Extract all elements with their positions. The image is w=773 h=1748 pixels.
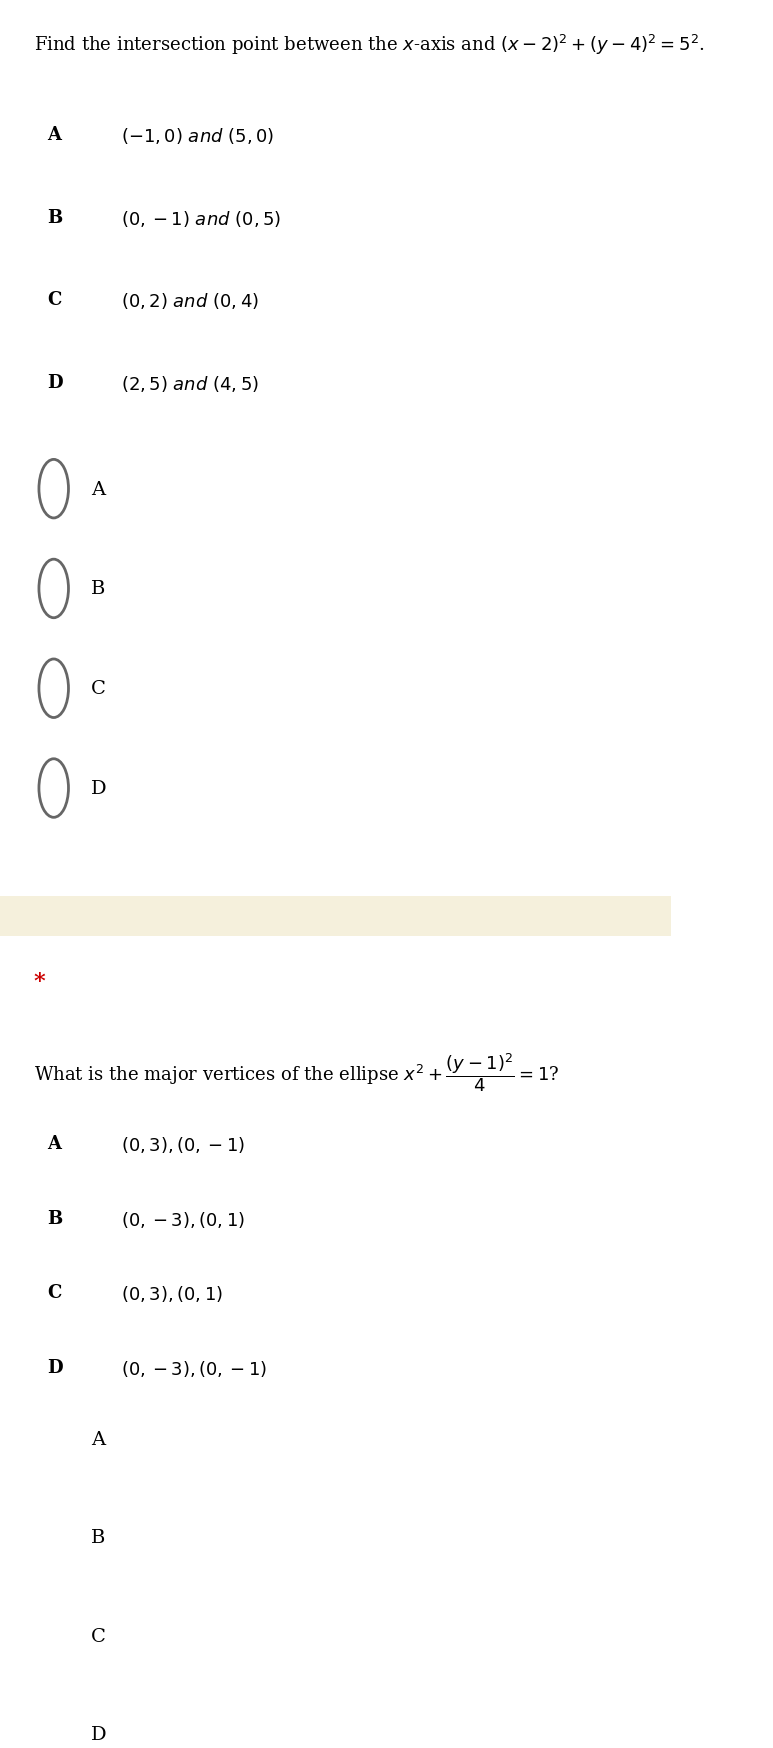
Text: B: B <box>47 208 63 227</box>
Text: $(0,2)$ $\mathit{and}$ $(0,4)$: $(0,2)$ $\mathit{and}$ $(0,4)$ <box>121 292 259 311</box>
Text: B: B <box>90 580 105 598</box>
Bar <box>0 897 672 937</box>
Text: $(0,-3),(0,-1)$: $(0,-3),(0,-1)$ <box>121 1358 267 1377</box>
Text: A: A <box>47 1134 61 1152</box>
Text: B: B <box>90 1528 105 1547</box>
Text: C: C <box>90 680 105 697</box>
Text: D: D <box>90 780 106 797</box>
Text: $(0,3),(0,1)$: $(0,3),(0,1)$ <box>121 1283 223 1304</box>
Text: A: A <box>47 126 61 145</box>
Text: *: * <box>33 970 46 993</box>
Text: C: C <box>47 292 61 309</box>
Text: B: B <box>47 1210 63 1227</box>
Text: What is the major vertices of the ellipse $x^2+\dfrac{(y-1)^2}{4}=1$?: What is the major vertices of the ellips… <box>33 1051 559 1092</box>
Text: D: D <box>90 1725 106 1743</box>
Text: $(-1,0)$ $\mathit{and}$ $(5,0)$: $(-1,0)$ $\mathit{and}$ $(5,0)$ <box>121 126 274 147</box>
Text: $(0,3),(0,-1)$: $(0,3),(0,-1)$ <box>121 1134 245 1154</box>
Text: D: D <box>47 1358 63 1376</box>
Text: D: D <box>47 374 63 392</box>
Text: Find the intersection point between the $x$-axis and $(x-2)^2+(y-4)^2=5^2$.: Find the intersection point between the … <box>33 33 704 58</box>
Text: $(0,-1)$ $\mathit{and}$ $(0,5)$: $(0,-1)$ $\mathit{and}$ $(0,5)$ <box>121 208 281 229</box>
Text: A: A <box>90 1430 105 1447</box>
Text: C: C <box>90 1627 105 1645</box>
Text: $(2,5)$ $\mathit{and}$ $(4,5)$: $(2,5)$ $\mathit{and}$ $(4,5)$ <box>121 374 259 393</box>
Text: C: C <box>47 1283 61 1301</box>
Text: $(0,-3),(0,1)$: $(0,-3),(0,1)$ <box>121 1210 245 1229</box>
Text: A: A <box>90 481 105 498</box>
